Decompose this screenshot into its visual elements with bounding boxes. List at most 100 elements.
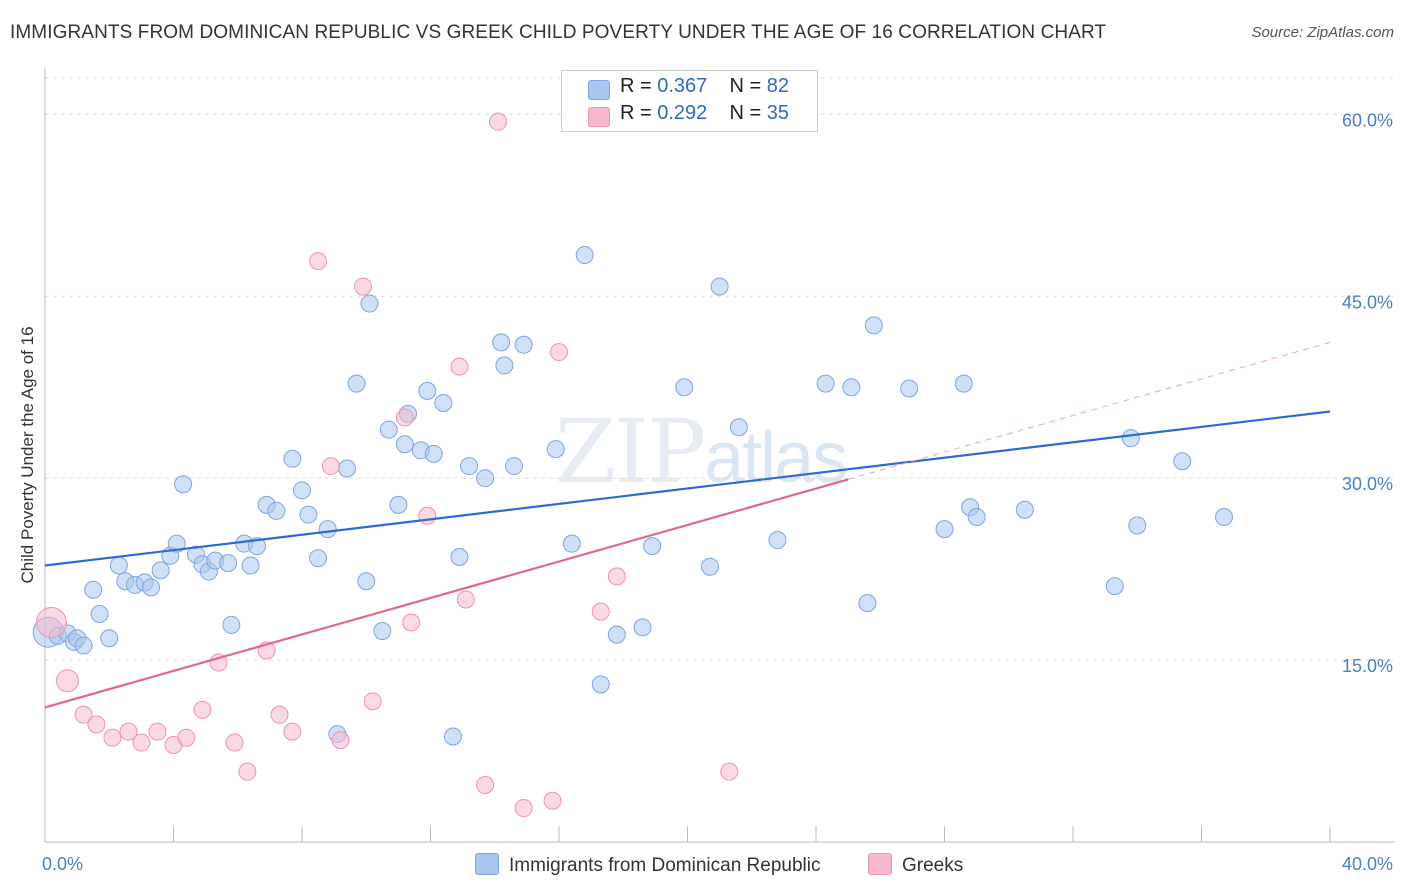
dominican-point: [373, 621, 392, 640]
dominican-point: [864, 316, 883, 335]
dominican-point: [842, 378, 861, 397]
source-label: Source: ZipAtlas.com: [1251, 24, 1394, 41]
dominican-point: [700, 557, 719, 576]
bottom-legend-greeks: Greeks: [868, 853, 963, 877]
legend-r-value: 0.292: [657, 102, 708, 124]
dominican-point: [424, 444, 443, 463]
greek-point: [456, 590, 475, 609]
chart-title: IMMIGRANTS FROM DOMINICAN REPUBLIC VS GR…: [10, 22, 1107, 43]
dominican-point: [337, 459, 356, 478]
dominican-point: [434, 394, 453, 413]
axes: [44, 68, 1395, 843]
greek-point: [35, 607, 67, 639]
dominican-point: [1173, 452, 1192, 471]
dominican-point: [347, 374, 366, 393]
y-tick-label: 30.0%: [1342, 474, 1393, 494]
dominican-point: [318, 520, 337, 539]
dominican-point: [768, 531, 787, 550]
greek-point: [550, 343, 568, 362]
greek-point: [418, 506, 437, 525]
bottom-legend-swatch-pink: [868, 853, 892, 875]
dominican-point: [633, 618, 652, 637]
dominican-point: [267, 501, 286, 520]
watermark-zip: ZIP: [555, 400, 706, 503]
greek-point: [270, 705, 289, 724]
legend-n-label: N =: [729, 102, 767, 124]
dominican-point: [495, 356, 514, 375]
dominican-point: [222, 615, 241, 634]
greek-point: [119, 722, 138, 741]
dominican-point: [142, 578, 161, 597]
dominican-point: [241, 556, 260, 575]
greek-point: [283, 722, 302, 741]
greek-point: [488, 112, 507, 131]
dominican-point: [109, 556, 128, 575]
legend-text: R = 0.367 N = 82: [620, 75, 789, 98]
greek-point: [225, 733, 244, 752]
data-points: [32, 112, 1233, 818]
dominican-point: [1105, 577, 1124, 596]
dominican-point: [379, 420, 398, 439]
bottom-legend-label: Immigrants from Dominican Republic: [509, 855, 821, 876]
dominican-point: [575, 246, 594, 265]
greek-point: [591, 602, 610, 621]
dominican-point: [293, 481, 311, 500]
greek-point: [132, 733, 151, 752]
legend-text: R = 0.292 N = 35: [620, 102, 789, 125]
dominican-point: [283, 449, 302, 468]
dominican-point: [309, 549, 328, 568]
dominican-point: [151, 561, 170, 580]
greek-point: [193, 700, 212, 719]
dominican-point: [443, 727, 462, 746]
greek-point: [514, 799, 533, 818]
dominican-point: [954, 374, 973, 393]
greek-point: [395, 408, 414, 427]
greek-point: [402, 613, 421, 632]
legend-r-label: R =: [620, 102, 658, 124]
dominican-point: [1015, 500, 1034, 519]
dominican-point: [74, 636, 93, 655]
dominican-point: [174, 475, 193, 494]
dominican-point: [219, 554, 238, 573]
dominican-point: [248, 537, 267, 556]
dominican-trend-line: [44, 410, 1331, 567]
dominican-point: [90, 605, 109, 624]
greek-point: [354, 277, 373, 296]
dominican-point: [900, 379, 919, 398]
greek-point: [74, 705, 93, 724]
bottom-legend-swatch-blue: [475, 853, 499, 875]
greek-point: [87, 715, 106, 734]
dominican-point: [476, 469, 495, 488]
bottom-legend-dominican: Immigrants from Dominican Republic: [475, 853, 821, 877]
y-axis-label: Child Poverty Under the Age of 16: [18, 326, 37, 583]
legend-n-label: N =: [729, 75, 767, 97]
dominican-point: [858, 594, 877, 613]
dominican-point: [710, 277, 729, 296]
greek-point: [55, 669, 79, 693]
greek-point: [148, 722, 167, 741]
dominican-point: [418, 381, 437, 400]
greek-point: [450, 357, 469, 376]
y-tick-label: 60.0%: [1342, 110, 1393, 130]
dominican-point: [1121, 429, 1140, 448]
greek-trend-extension: [847, 341, 1331, 480]
dominican-point: [562, 534, 581, 553]
tick-labels: 15.0% 30.0% 45.0% 60.0% 0.0% 40.0%: [42, 110, 1393, 874]
dominican-point: [450, 548, 469, 567]
correlation-legend: R = 0.367 N = 82 R = 0.292 N = 35: [561, 70, 818, 132]
dominican-point: [816, 374, 835, 393]
dominican-point: [675, 378, 694, 397]
dominican-point: [167, 534, 186, 553]
greek-trend-line: [44, 478, 849, 709]
legend-r-label: R =: [620, 75, 658, 97]
dominican-point: [84, 580, 103, 599]
bottom-legend-label: Greeks: [902, 855, 964, 876]
dominican-point: [607, 625, 626, 644]
dominican-point: [967, 507, 986, 526]
dominican-point: [389, 495, 408, 514]
greek-point: [720, 762, 739, 781]
greek-point: [103, 728, 122, 747]
dominican-point: [360, 294, 379, 313]
dominican-point: [1128, 516, 1147, 535]
